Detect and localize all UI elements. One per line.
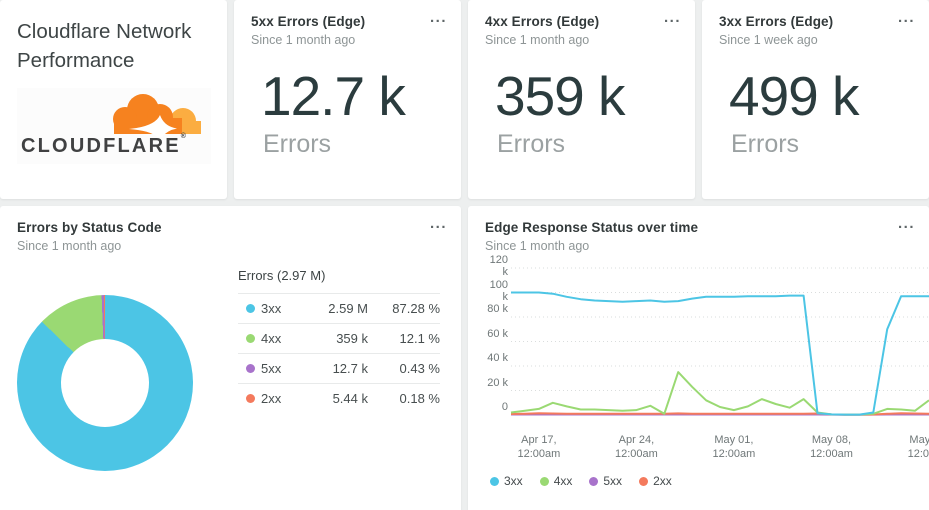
ellipsis-menu-icon[interactable]: ... <box>897 9 915 26</box>
series-line-4xx <box>510 371 929 416</box>
line-chart-plot[interactable] <box>510 265 929 425</box>
y-axis-label: 80 k <box>487 303 508 315</box>
status-percent: 0.43 % <box>399 361 440 376</box>
title-card: Cloudflare Network Performance CLOUDFLAR… <box>0 0 227 199</box>
kpi-value: 12.7 k <box>261 65 406 127</box>
ellipsis-menu-icon[interactable]: ... <box>429 9 447 26</box>
x-axis: Apr 17, 12:00am Apr 24, 12:00am May 01, 12:00… <box>511 428 929 466</box>
table-row[interactable]: 5xx 12.7 k 0.43 % <box>238 353 440 383</box>
legend-item-2xx[interactable]: 2xx <box>639 474 672 488</box>
card-subtitle: Since 1 month ago <box>485 33 590 47</box>
y-axis-label: 100 k <box>489 278 508 303</box>
legend-item-3xx[interactable]: 3xx <box>490 474 523 488</box>
card-subtitle: Since 1 month ago <box>485 239 590 253</box>
kpi-unit: Errors <box>731 130 800 158</box>
donut-chart[interactable] <box>17 295 193 471</box>
kpi-unit: Errors <box>263 130 332 158</box>
status-dot <box>246 334 255 343</box>
status-legend-table: Errors (2.97 M) 3xx 2.59 M 87.28 % 4xx 3… <box>238 264 440 413</box>
status-percent: 0.18 % <box>399 391 440 406</box>
legend-item-5xx[interactable]: 5xx <box>589 474 622 488</box>
ellipsis-menu-icon[interactable]: ... <box>663 9 681 26</box>
y-axis-label: 40 k <box>487 352 508 364</box>
status-dot <box>246 394 255 403</box>
ellipsis-menu-icon[interactable]: ... <box>429 215 447 232</box>
status-label: 5xx <box>261 361 282 376</box>
legend-item-4xx[interactable]: 4xx <box>539 474 573 488</box>
chart-legend: 3xx 4xx 5xx 2xx <box>490 474 929 488</box>
card-title: Edge Response Status over time <box>485 220 699 235</box>
status-value: 2.59 M <box>328 301 368 316</box>
kpi-value: 359 k <box>495 65 626 127</box>
x-axis-label: May 08, 12:00am <box>810 434 853 460</box>
legend-dot <box>490 476 499 486</box>
status-value: 359 k <box>336 331 368 346</box>
card-subtitle: Since 1 month ago <box>17 239 122 253</box>
table-row[interactable]: 4xx 359 k 12.1 % <box>238 323 440 353</box>
y-axis-label: 60 k <box>487 327 508 340</box>
line-chart-area: 0 20 k 40 k 60 k 80 k 100 k 120 k <box>484 254 929 428</box>
status-dot <box>246 364 255 373</box>
registered-mark: ® <box>180 133 186 140</box>
x-axis-label: May 15,12:00am <box>907 434 929 460</box>
status-label: 3xx <box>261 301 282 316</box>
kpi-card-5xx: 5xx Errors (Edge) Since 1 month ago ... … <box>234 0 461 199</box>
cloudflare-cloud-icon <box>113 94 201 137</box>
y-axis-label: 120 k <box>489 254 508 278</box>
kpi-unit: Errors <box>497 130 566 158</box>
line-chart: 0 20 k 40 k 60 k 80 k 100 k 120 k Apr 17, 12:00… <box>468 253 929 488</box>
y-axis-label: 0 <box>501 401 508 413</box>
y-axis: 0 20 k 40 k 60 k 80 k 100 k 120 k <box>484 254 508 428</box>
legend-dot <box>539 476 549 486</box>
legend-label: 3xx <box>504 474 523 488</box>
card-subtitle: Since 1 week ago <box>719 33 818 47</box>
kpi-value: 499 k <box>729 65 860 127</box>
series-line-3xx <box>511 291 929 416</box>
legend-label: 2xx <box>653 474 672 488</box>
table-row[interactable]: 3xx 2.59 M 87.28 % <box>238 293 440 323</box>
card-subtitle: Since 1 month ago <box>251 33 356 47</box>
status-value: 12.7 k <box>332 361 368 376</box>
status-percent: 12.1 % <box>399 331 440 346</box>
status-percent: 87.28 % <box>392 301 440 316</box>
card-title: Errors by Status Code <box>17 220 162 235</box>
legend-dot <box>589 476 599 486</box>
kpi-card-4xx: 4xx Errors (Edge) Since 1 month ago ... … <box>468 0 695 199</box>
table-row[interactable]: 2xx 5.44 k 0.18 % <box>238 383 440 413</box>
cloudflare-wordmark: CLOUDFLARE® <box>21 133 186 157</box>
x-axis-label: Apr 17, 12:00am <box>517 434 561 460</box>
dashboard-title: Cloudflare Network Performance <box>17 20 192 72</box>
status-dot <box>246 304 255 313</box>
legend-label: 4xx <box>553 474 573 488</box>
errors-by-status-card: Errors by Status Code Since 1 month ago … <box>0 206 461 510</box>
card-title: 3xx Errors (Edge) <box>719 14 834 29</box>
edge-response-status-card: Edge Response Status over time Since 1 m… <box>468 206 929 510</box>
legend-table-header: Errors (2.97 M) <box>238 268 326 283</box>
x-axis-label: May 01, 12:00am <box>712 434 756 460</box>
cloudflare-logo: CLOUDFLARE® <box>17 88 211 164</box>
legend-dot <box>639 476 649 486</box>
legend-label: 5xx <box>603 474 623 488</box>
x-axis-label: Apr 24, 12:00am <box>614 434 658 460</box>
kpi-card-3xx: 3xx Errors (Edge) Since 1 week ago ... 4… <box>702 0 929 199</box>
status-label: 4xx <box>261 331 282 346</box>
ellipsis-menu-icon[interactable]: ... <box>897 215 915 232</box>
card-title: 5xx Errors (Edge) <box>251 14 366 29</box>
y-axis-label: 20 k <box>487 376 508 389</box>
status-label: 2xx <box>261 391 282 406</box>
status-value: 5.44 k <box>332 391 368 406</box>
card-title: 4xx Errors (Edge) <box>485 14 600 29</box>
